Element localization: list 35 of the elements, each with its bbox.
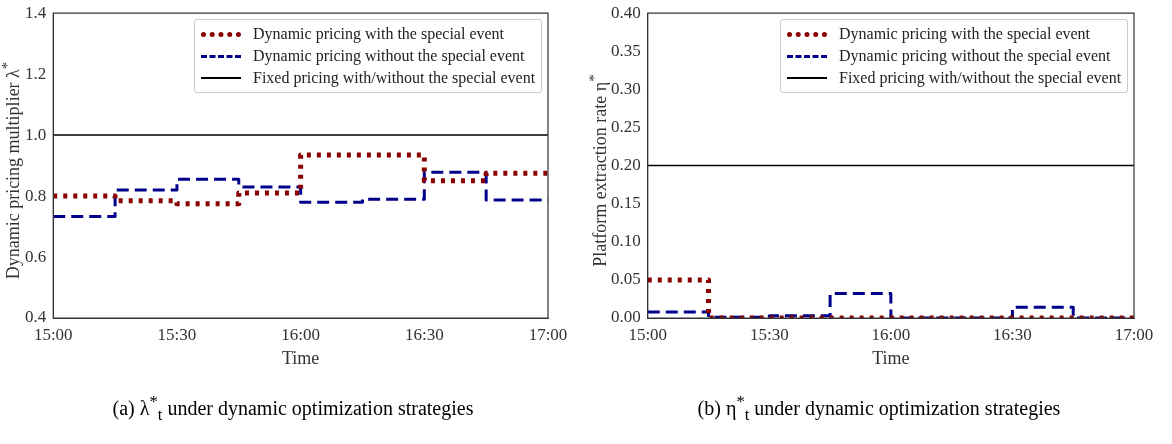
legend-label: Dynamic pricing with the special event [839, 25, 1091, 44]
legend-label: Fixed pricing with/without the special event [253, 69, 536, 88]
x-axis-title: Time [281, 347, 320, 368]
legend-label: Dynamic pricing without the special event [253, 47, 525, 66]
x-tick-label: 15:30 [157, 324, 197, 344]
x-tick-label: 17:00 [528, 324, 568, 344]
y-tick-label: 0.10 [611, 231, 641, 251]
y-tick-label: 0.6 [25, 246, 47, 266]
y-tick-label: 0.05 [611, 269, 641, 289]
y-tick-label: 0.15 [611, 193, 641, 213]
y-tick-label: 1.2 [25, 63, 47, 83]
y-tick-label: 0.4 [25, 307, 47, 327]
x-tick-label: 17:00 [1114, 324, 1154, 344]
y-tick-label: 0.00 [611, 307, 641, 327]
y-tick-label: 0.30 [611, 78, 641, 98]
x-tick-label: 16:00 [871, 324, 911, 344]
x-axis-title: Time [872, 347, 910, 368]
x-tick-label: 15:30 [749, 324, 789, 344]
legend-label: Dynamic pricing with the special event [253, 25, 505, 44]
x-tick-label: 15:00 [33, 324, 73, 344]
text: (a) λ$^{*}$$_{t}$ under dynamic optimization strategies [111, 392, 475, 425]
x-tick-label: 15:00 [628, 324, 668, 344]
legend-label: Fixed pricing with/without the special event [839, 69, 1122, 88]
x-tick-label: 16:30 [993, 324, 1032, 344]
y-tick-label: 0.25 [611, 116, 641, 136]
y-tick-label: 0.40 [611, 2, 641, 22]
y-tick-label: 0.20 [611, 155, 641, 175]
x-tick-label: 16:00 [281, 324, 320, 344]
text: (b) η$^{*}$$_{t}$ under dynamic optimization strategies [696, 392, 1062, 425]
y-tick-label: 1.4 [25, 2, 47, 22]
y-tick-label: 1.0 [25, 124, 47, 144]
x-tick-label: 16:30 [404, 324, 444, 344]
y-tick-label: 0.35 [611, 40, 641, 60]
y-tick-label: 0.8 [25, 185, 47, 205]
legend-label: Dynamic pricing without the special event [839, 47, 1111, 66]
